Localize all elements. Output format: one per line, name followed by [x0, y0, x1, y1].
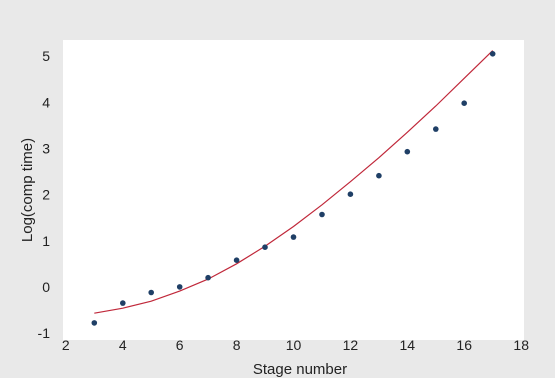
plot-area	[63, 40, 524, 340]
data-point	[148, 289, 154, 296]
data-point	[290, 234, 297, 240]
data-point	[404, 148, 411, 155]
data-point	[262, 244, 268, 250]
y-axis-label: Log(comp time)	[19, 138, 36, 242]
y-tick-label: 1	[42, 233, 50, 249]
y-tick-label: -1	[38, 325, 51, 341]
data-point	[120, 300, 126, 306]
data-point	[376, 172, 382, 179]
data-point	[347, 191, 354, 197]
data-point	[176, 284, 183, 290]
y-tick-label: 2	[42, 187, 50, 203]
x-axis-label: Stage number	[253, 361, 347, 378]
x-tick-label: 4	[119, 337, 127, 353]
data-point	[461, 100, 468, 106]
x-tick-labels: 2 4 6 8 10 12 14 16 18	[62, 337, 529, 353]
x-tick-label: 18	[513, 337, 529, 353]
data-point	[433, 126, 439, 132]
data-point	[489, 51, 496, 57]
x-tick-label: 12	[343, 337, 359, 353]
y-tick-label: 0	[42, 279, 50, 295]
x-tick-label: 8	[233, 337, 241, 353]
y-tick-labels: -1 0 1 2 3 4 5	[38, 48, 51, 341]
x-tick-label: 16	[456, 337, 472, 353]
fit-curve-line	[94, 50, 494, 314]
x-tick-label: 2	[62, 337, 70, 353]
x-tick-label: 10	[286, 337, 302, 353]
data-point	[205, 274, 211, 281]
y-tick-label: 5	[42, 48, 50, 64]
y-tick-label: 4	[42, 94, 50, 110]
data-point	[233, 257, 240, 264]
x-tick-label: 14	[400, 337, 416, 353]
x-tick-label: 6	[176, 337, 184, 353]
y-tick-label: 3	[42, 141, 50, 157]
data-point	[91, 320, 98, 326]
data-point	[319, 211, 325, 218]
data-points-layer	[91, 51, 496, 326]
fit-curve-layer	[94, 50, 494, 314]
